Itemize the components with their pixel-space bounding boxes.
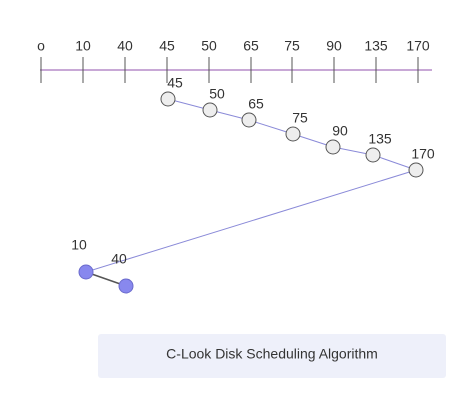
node (118, 278, 134, 294)
node-label: 10 (71, 237, 87, 253)
axis-tick-label: 50 (201, 38, 217, 54)
axis-tick-label: 135 (364, 38, 388, 54)
axis-tick-label: 40 (117, 38, 133, 54)
axis-tick-label: 90 (326, 38, 342, 54)
node (365, 147, 381, 163)
node-label: 170 (411, 146, 435, 162)
node-label: 65 (248, 96, 264, 112)
axis-tick-label: 65 (243, 38, 259, 54)
node (241, 112, 257, 128)
node (202, 102, 218, 118)
path-segment (248, 119, 294, 135)
caption-box (98, 334, 446, 378)
node (408, 162, 424, 178)
node-label: 75 (292, 110, 308, 126)
caption: C-Look Disk Scheduling Algorithm (166, 346, 378, 362)
node-label: 135 (368, 131, 392, 147)
path-segment (85, 169, 417, 273)
axis-tick-label: 75 (284, 38, 300, 54)
node-label: 50 (209, 86, 225, 102)
node-label: 90 (332, 123, 348, 139)
axis-tick-label: 10 (75, 38, 91, 54)
axis-tick-label: 45 (159, 38, 175, 54)
path-segment (372, 154, 417, 171)
axis-tick-label: o (37, 38, 45, 54)
node-label: 40 (111, 251, 127, 267)
node (160, 91, 176, 107)
axis-tick-label: 170 (406, 38, 430, 54)
node (325, 139, 341, 155)
node (285, 126, 301, 142)
node-label: 45 (167, 75, 183, 91)
node (78, 264, 94, 280)
